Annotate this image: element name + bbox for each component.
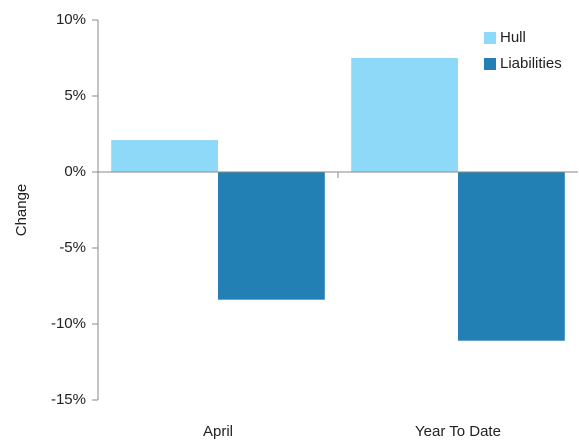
legend-swatch [484, 32, 496, 44]
bar [218, 172, 325, 300]
bar [351, 58, 458, 172]
y-tick-label: -10% [51, 315, 86, 332]
y-tick-label: 0% [64, 163, 86, 180]
x-tick-label: April [203, 423, 233, 440]
x-tick-label: Year To Date [415, 423, 501, 440]
bar [111, 140, 218, 172]
y-tick-label: -15% [51, 391, 86, 408]
y-tick-label: 5% [64, 87, 86, 104]
y-axis-label: Change [13, 184, 30, 237]
legend-label: Liabilities [500, 55, 562, 72]
legend-label: Hull [500, 29, 526, 46]
legend-swatch [484, 58, 496, 70]
y-tick-label: 10% [56, 11, 86, 28]
y-tick-label: -5% [59, 239, 86, 256]
bar [458, 172, 565, 341]
